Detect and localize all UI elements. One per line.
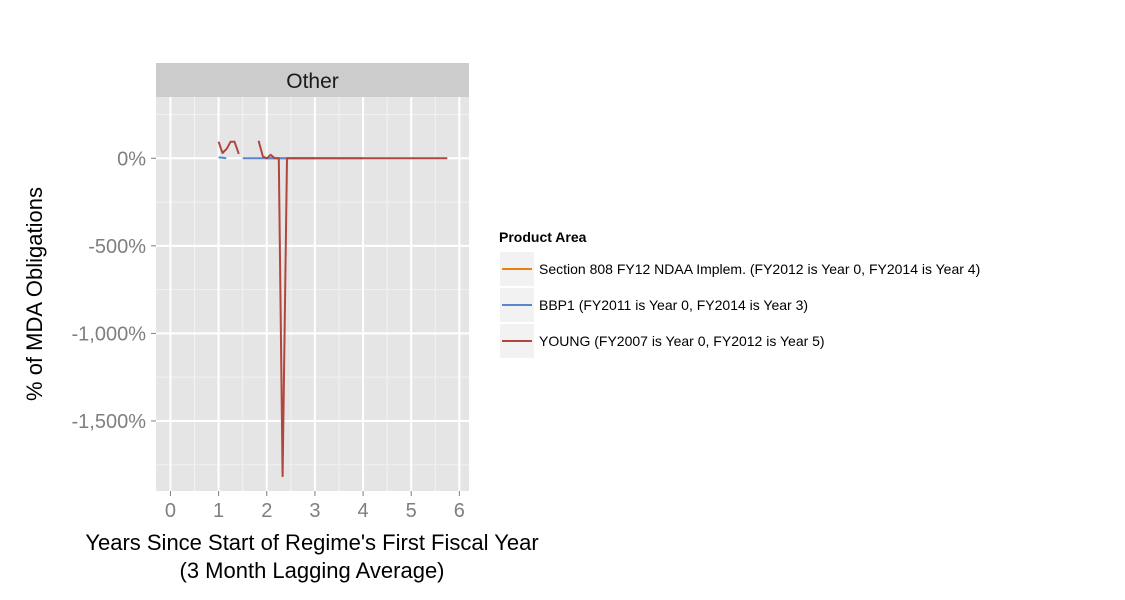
x-tick-label: 1 — [213, 500, 224, 522]
series-line-3-segment-2 — [257, 140, 448, 478]
legend-title: Product Area — [499, 229, 587, 245]
x-tick-label: 3 — [309, 500, 320, 522]
y-axis-title: % of MDA Obligations — [22, 187, 47, 401]
y-tick-label: -500% — [88, 236, 146, 258]
x-tick-label: 4 — [357, 500, 368, 522]
facet-strip-label: Other — [286, 70, 339, 93]
plot-panel — [156, 97, 469, 491]
legend-item: YOUNG (FY2007 is Year 0, FY2012 is Year … — [500, 324, 825, 358]
legend-item: Section 808 FY12 NDAA Implem. (FY2012 is… — [500, 252, 980, 286]
y-tick-label: -1,000% — [72, 323, 147, 345]
minor-gridlines — [156, 97, 469, 491]
series-line-3-segment-1 — [217, 140, 240, 155]
series-line-2-segment-1 — [218, 156, 227, 160]
x-axis: 0 1 2 3 4 5 6 — [165, 491, 465, 522]
x-tick-label: 6 — [454, 500, 465, 522]
facet-strip — [156, 63, 469, 97]
legend-item: BBP1 (FY2011 is Year 0, FY2014 is Year 3… — [500, 288, 808, 322]
series-layer — [217, 140, 448, 478]
y-axis: 0% -500% -1,000% -1,500% — [72, 148, 156, 433]
y-tick-label: -1,500% — [72, 411, 147, 433]
legend-label: YOUNG (FY2007 is Year 0, FY2012 is Year … — [539, 333, 825, 349]
x-axis-title: Years Since Start of Regime's First Fisc… — [85, 530, 538, 555]
x-tick-label: 5 — [406, 500, 417, 522]
y-tick-label: 0% — [117, 148, 146, 170]
legend: Product Area Section 808 FY12 NDAA Imple… — [499, 229, 980, 358]
legend-label: Section 808 FY12 NDAA Implem. (FY2012 is… — [539, 261, 980, 277]
x-tick-label: 0 — [165, 500, 176, 522]
x-tick-label: 2 — [261, 500, 272, 522]
x-axis-subtitle: (3 Month Lagging Average) — [180, 558, 445, 583]
legend-label: BBP1 (FY2011 is Year 0, FY2014 is Year 3… — [539, 297, 808, 313]
